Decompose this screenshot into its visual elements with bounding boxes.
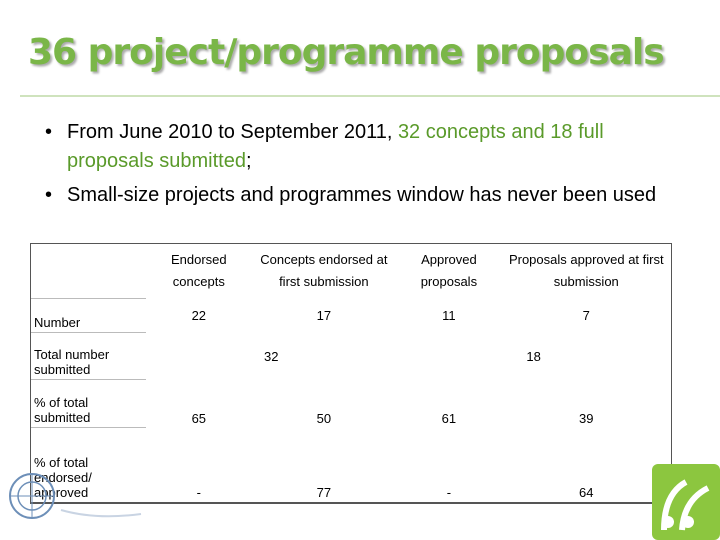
cell: - <box>446 484 452 500</box>
row-header: Number <box>30 298 147 333</box>
cell: 17 <box>316 308 332 323</box>
column-header: Approved proposals <box>420 252 478 290</box>
slide-title: 36 project/programme proposals <box>28 32 665 73</box>
corner-cell <box>30 243 147 299</box>
cell: 50 <box>316 410 332 426</box>
cell: 65 <box>191 410 207 426</box>
column-header: Endorsed concepts <box>170 252 227 290</box>
bullet-text: Small-size projects and programmes windo… <box>67 184 657 206</box>
bullet-text: From June 2010 to September 2011, <box>67 121 398 143</box>
cell: 18 <box>526 348 541 364</box>
fund-logo <box>652 464 720 540</box>
cell: 7 <box>582 308 590 323</box>
column-header: Concepts endorsed at first submission <box>260 252 388 290</box>
cell: 39 <box>579 410 594 426</box>
row-header: % of total endorsed/ approved <box>30 427 147 503</box>
bullet-highlight: 32 concepts and 18 full proposals submit… <box>67 121 604 172</box>
cell: 77 <box>316 484 332 500</box>
cell: 61 <box>441 410 457 426</box>
column-header: Proposals approved at first submission <box>508 252 664 290</box>
cell: 22 <box>191 308 207 323</box>
cell: 11 <box>442 308 456 323</box>
bullet: From June 2010 to September 2011, 32 con… <box>45 118 687 176</box>
un-logo <box>9 473 142 519</box>
bullet-text: ; <box>245 150 252 172</box>
cell: 32 <box>263 348 279 364</box>
title-rule <box>20 95 720 97</box>
data-table: Endorsed concepts Concepts endorsed at f… <box>30 243 672 504</box>
row-header: Total number submitted <box>30 332 147 380</box>
bullet: Small-size projects and programmes windo… <box>45 181 687 210</box>
cell: - <box>196 484 201 500</box>
cell: 64 <box>579 484 594 500</box>
row-header: % of total submitted <box>30 379 147 428</box>
